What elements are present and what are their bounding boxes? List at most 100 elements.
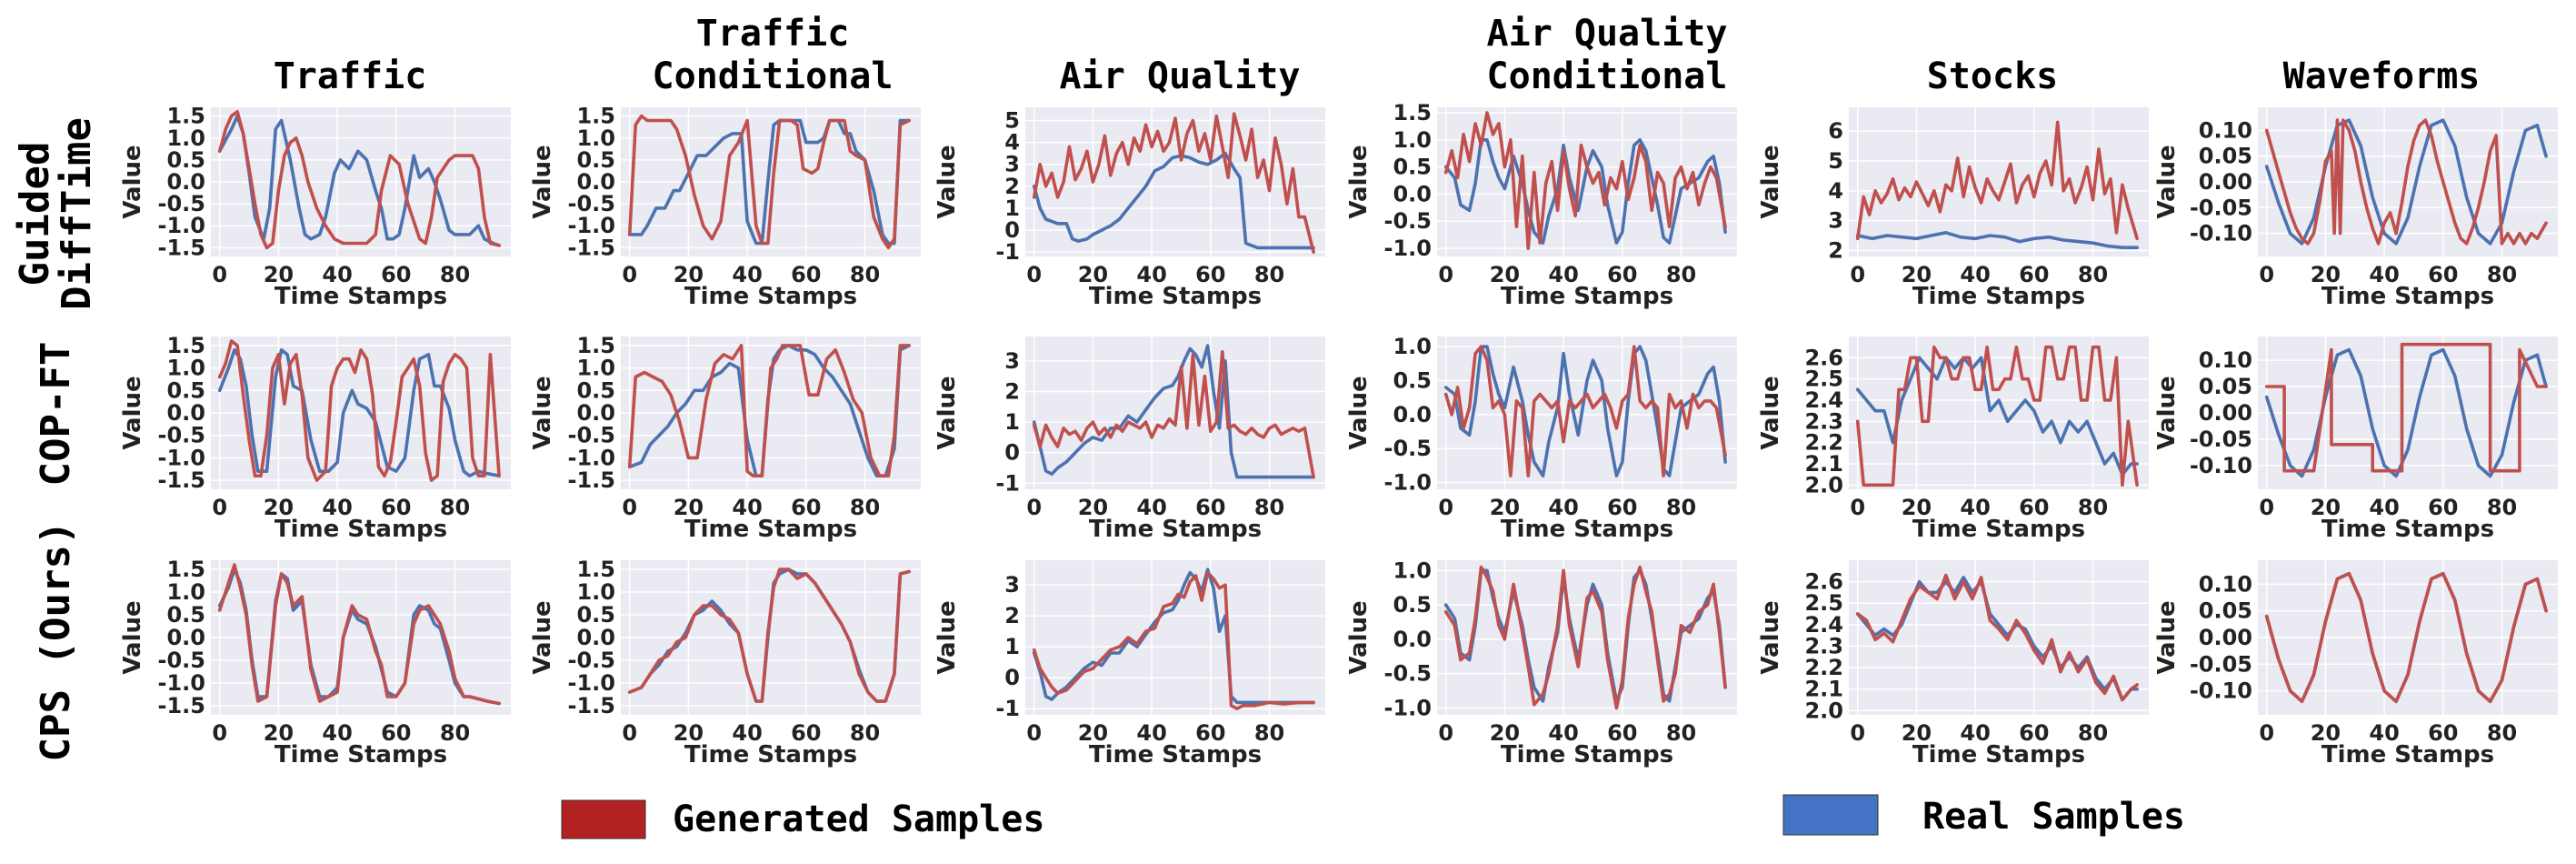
x-tick-label: 60 — [1195, 720, 1225, 746]
y-tick-label: -1.5 — [568, 693, 615, 718]
y-tick-label: 1.0 — [166, 579, 205, 605]
x-axis-label: Time Stamps — [2321, 741, 2494, 769]
x-tick-label: 60 — [381, 262, 411, 287]
plot-background — [1437, 107, 1737, 256]
x-tick-label: 40 — [732, 495, 762, 520]
series-group — [2264, 342, 2548, 478]
x-tick-label: 60 — [2019, 495, 2049, 520]
series-group — [217, 563, 501, 706]
real-series-line — [217, 114, 501, 247]
y-tick-label: -1.5 — [158, 235, 205, 260]
generated-series-line — [2264, 118, 2548, 246]
real-series-line — [2264, 347, 2548, 478]
y-axis-label-group: Value — [2153, 376, 2181, 449]
plot-background — [1437, 337, 1737, 489]
x-axis-label: Time Stamps — [1501, 283, 1673, 310]
y-tick-label: -0.5 — [568, 648, 615, 673]
y-tick-label: 0.5 — [1393, 592, 1432, 618]
y-tick-label: 2 — [1828, 237, 1843, 263]
y-axis-label: Value — [529, 600, 556, 674]
generated-series-line — [1443, 111, 1727, 250]
row-title-line: Guided — [12, 142, 58, 286]
y-axis-label-group: Value — [1345, 145, 1373, 218]
y-tick-label: 2.5 — [1804, 367, 1843, 392]
y-tick-label: 0.5 — [1393, 155, 1432, 180]
y-tick-label: 1.0 — [166, 126, 205, 151]
plot-background — [1025, 560, 1325, 715]
x-tick-label: 40 — [1960, 262, 1990, 287]
y-tick-label: -0.5 — [158, 648, 205, 673]
y-tick-label: 0.5 — [1393, 368, 1432, 394]
legend-generated-swatch — [561, 799, 646, 839]
x-tick-label: 80 — [2078, 720, 2108, 746]
x-tick-label: 40 — [2369, 720, 2399, 746]
generated-series-line — [1032, 570, 1315, 711]
series-group — [627, 114, 911, 250]
y-tick-label: 0.0 — [1393, 402, 1432, 427]
y-tick-label: 1.5 — [576, 557, 615, 582]
y-tick-label: 0.10 — [2199, 347, 2252, 373]
x-axis-label: Time Stamps — [1912, 283, 2085, 310]
series-group — [1032, 344, 1315, 479]
y-tick-label: -1.5 — [568, 467, 615, 493]
row-title-line: CPS (Ours) — [33, 521, 79, 762]
y-tick-label: 2.3 — [1804, 408, 1843, 434]
y-tick-label: 4 — [1828, 178, 1843, 204]
series-group — [1032, 112, 1315, 255]
x-tick-label: 80 — [1666, 495, 1696, 520]
x-tick-label: 20 — [2311, 262, 2341, 287]
y-axis-label-group: Value — [1757, 600, 1784, 674]
column-title-line: Conditional — [653, 55, 894, 97]
y-tick-label: 1.0 — [1393, 558, 1432, 583]
y-tick-label: -1.0 — [568, 670, 615, 696]
y-axis-label-group: Value — [119, 376, 146, 449]
y-axis-label: Value — [934, 145, 961, 218]
x-tick-label: 60 — [791, 262, 821, 287]
y-tick-label: 2 — [1004, 378, 1020, 404]
x-tick-label: 20 — [674, 720, 704, 746]
x-tick-label: 0 — [212, 262, 227, 287]
x-tick-label: 20 — [1490, 720, 1520, 746]
real-series-line — [217, 568, 501, 706]
y-tick-label: 3 — [1828, 208, 1843, 234]
y-tick-label: 0.0 — [166, 625, 205, 650]
y-tick-label: 1.5 — [166, 333, 205, 358]
series-group — [1443, 565, 1727, 710]
y-tick-label: 6 — [1828, 118, 1843, 144]
y-tick-label: -0.05 — [2190, 195, 2252, 220]
y-tick-label: 0.5 — [576, 377, 615, 403]
y-tick-label: 1.5 — [576, 104, 615, 129]
x-tick-label: 80 — [440, 262, 470, 287]
y-tick-label: -1.5 — [158, 467, 205, 493]
x-tick-label: 0 — [1438, 262, 1453, 287]
plot-background — [1437, 560, 1737, 715]
y-tick-label: 0.0 — [576, 400, 615, 426]
real-series-line — [1443, 138, 1727, 245]
x-tick-label: 0 — [212, 720, 227, 746]
series-group — [1443, 111, 1727, 250]
y-tick-label: -1.5 — [158, 693, 205, 718]
y-axis-label-group: Value — [529, 376, 556, 449]
y-tick-label: 0.5 — [576, 147, 615, 173]
y-tick-label: -1.0 — [158, 213, 205, 238]
y-axis-label: Value — [2153, 600, 2181, 674]
row-title-group: CPS (Ours) — [33, 521, 79, 762]
y-tick-label: 1.0 — [576, 579, 615, 605]
x-tick-label: 20 — [1078, 495, 1108, 520]
x-axis-label: Time Stamps — [1912, 516, 2085, 543]
y-tick-label: 3 — [1004, 152, 1020, 177]
generated-series-line — [217, 563, 501, 706]
y-axis-label-group: Value — [934, 145, 961, 218]
generated-series-line — [1443, 565, 1727, 710]
x-axis-label: Time Stamps — [2321, 283, 2494, 310]
x-tick-label: 80 — [1254, 262, 1284, 287]
x-tick-label: 20 — [1902, 262, 1932, 287]
y-tick-label: -0.5 — [568, 423, 615, 448]
